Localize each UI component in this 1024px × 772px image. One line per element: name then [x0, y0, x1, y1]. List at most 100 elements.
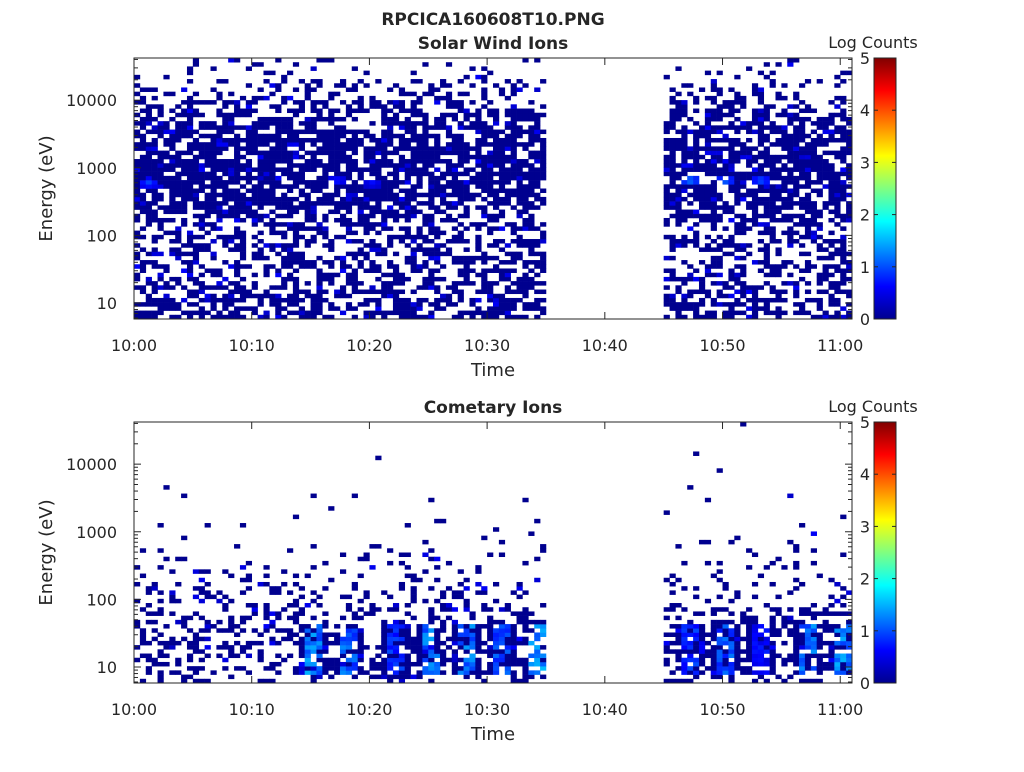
- cell: [245, 163, 253, 168]
- cell: [734, 628, 741, 633]
- cell: [434, 268, 441, 273]
- cell: [457, 79, 464, 84]
- cell: [816, 159, 823, 164]
- cell: [263, 255, 270, 261]
- cell: [169, 217, 176, 223]
- cell: [328, 167, 335, 172]
- cell: [498, 91, 506, 97]
- cell: [475, 222, 482, 227]
- cell: [475, 192, 482, 198]
- cell: [198, 226, 205, 231]
- cell: [728, 125, 735, 130]
- cell: [757, 222, 765, 227]
- cell: [757, 653, 765, 659]
- cell: [134, 146, 141, 151]
- cell: [722, 607, 729, 612]
- cell: [175, 281, 182, 286]
- cell: [428, 666, 435, 671]
- cell: [222, 146, 229, 151]
- cell: [751, 293, 759, 299]
- cell: [693, 628, 700, 633]
- cell: [316, 150, 323, 156]
- cell: [145, 180, 152, 185]
- cell: [822, 666, 829, 671]
- cell: [345, 603, 353, 608]
- cell: [799, 159, 806, 164]
- cell: [793, 565, 800, 570]
- cell: [763, 205, 770, 210]
- cell: [181, 535, 188, 541]
- cell: [793, 281, 800, 286]
- cell: [781, 83, 788, 88]
- cell: [192, 146, 200, 151]
- cell: [263, 268, 270, 273]
- cell: [681, 560, 688, 566]
- cell: [751, 167, 759, 172]
- cell: [416, 302, 423, 307]
- cell: [369, 226, 376, 231]
- cell: [769, 226, 776, 231]
- cell: [734, 247, 741, 252]
- cell: [757, 260, 765, 265]
- cell: [698, 163, 706, 168]
- cell: [416, 146, 423, 151]
- cell: [704, 108, 712, 114]
- cell: [351, 314, 358, 319]
- cell: [157, 154, 164, 160]
- cell: [710, 226, 717, 231]
- cell: [751, 297, 759, 303]
- cell: [540, 129, 547, 135]
- cell: [540, 306, 547, 311]
- cell: [710, 87, 717, 92]
- cell: [834, 150, 841, 156]
- cell: [757, 100, 765, 105]
- cell: [710, 255, 717, 261]
- cell: [487, 636, 494, 642]
- cell: [263, 142, 270, 147]
- cell: [363, 645, 370, 650]
- cell: [822, 314, 829, 319]
- cell: [481, 640, 488, 646]
- cell: [322, 171, 329, 177]
- cell: [775, 314, 782, 319]
- cell: [175, 581, 182, 587]
- cell: [169, 188, 176, 194]
- cell: [746, 632, 753, 637]
- cell: [493, 226, 500, 231]
- cell: [298, 175, 305, 181]
- cell: [528, 137, 535, 143]
- cell: [392, 674, 400, 680]
- cell: [757, 636, 765, 642]
- cell: [310, 297, 317, 303]
- cell: [746, 619, 753, 625]
- cell: [522, 661, 529, 667]
- cell: [163, 653, 170, 659]
- cell: [816, 624, 823, 629]
- cell: [304, 192, 311, 198]
- cell: [716, 666, 723, 671]
- cell: [298, 129, 305, 135]
- cell: [810, 678, 817, 683]
- cell: [410, 112, 417, 118]
- cell: [263, 573, 270, 579]
- cell: [840, 213, 847, 219]
- cell: [169, 129, 176, 135]
- cell: [816, 297, 823, 303]
- cell: [398, 628, 406, 633]
- cell: [704, 640, 712, 646]
- cell: [322, 611, 329, 616]
- cell: [675, 603, 682, 608]
- cell: [810, 222, 817, 227]
- cell: [210, 121, 217, 126]
- cell: [422, 670, 429, 675]
- colorbar-tick-label: 2: [860, 206, 870, 225]
- cell: [281, 230, 288, 236]
- cell: [487, 188, 494, 194]
- cell: [351, 201, 358, 206]
- cell: [504, 297, 511, 303]
- cell: [157, 167, 164, 172]
- cell: [493, 310, 500, 316]
- cell: [422, 163, 429, 168]
- cell: [769, 104, 776, 109]
- cell: [769, 560, 776, 566]
